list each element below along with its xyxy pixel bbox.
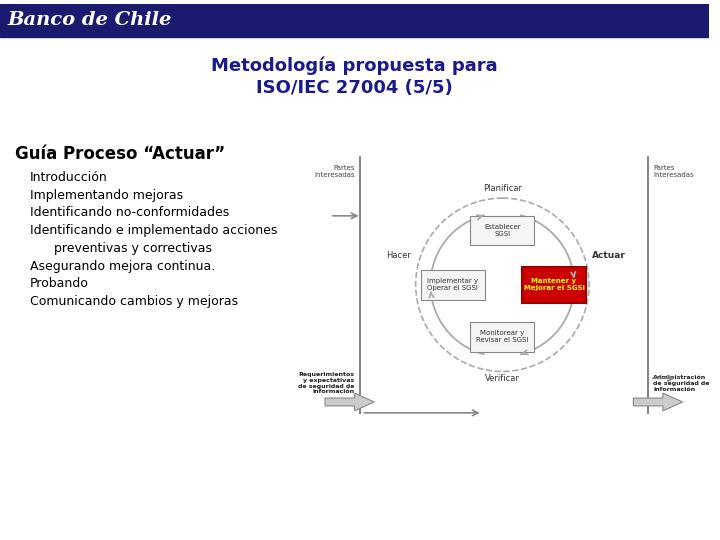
Text: Identificando e implementado acciones: Identificando e implementado acciones — [30, 224, 277, 237]
Bar — [522, 267, 586, 302]
Text: Comunicando cambios y mejoras: Comunicando cambios y mejoras — [30, 295, 238, 308]
Text: Establecer
SGSI: Establecer SGSI — [484, 224, 521, 237]
Text: Identificando no-conformidades: Identificando no-conformidades — [30, 206, 229, 219]
Text: Introducción: Introducción — [30, 171, 107, 184]
Text: preventivas y correctivas: preventivas y correctivas — [30, 242, 212, 255]
Text: Verificar: Verificar — [485, 374, 520, 383]
Polygon shape — [634, 393, 683, 411]
Bar — [470, 216, 534, 245]
Text: Asegurando mejora continua.: Asegurando mejora continua. — [30, 260, 215, 273]
Text: Partes
Interesadas: Partes Interesadas — [314, 165, 354, 178]
Text: Monitorear y
Revisar el SGSI: Monitorear y Revisar el SGSI — [476, 330, 528, 343]
Text: Administración
de seguridad de
información: Administración de seguridad de informaci… — [653, 375, 709, 392]
Text: Implementando mejoras: Implementando mejoras — [30, 188, 183, 201]
Text: Hacer: Hacer — [386, 251, 410, 260]
Bar — [470, 322, 534, 352]
Text: Implementar y
Operar el SGSI: Implementar y Operar el SGSI — [427, 278, 478, 291]
Text: ISO/IEC 27004 (5/5): ISO/IEC 27004 (5/5) — [256, 79, 453, 97]
Bar — [420, 270, 485, 300]
Text: Mantener y
Mejorar el SGSI: Mantener y Mejorar el SGSI — [523, 278, 585, 291]
Text: Requerimientos
y expectativas
de seguridad de
información: Requerimientos y expectativas de segurid… — [298, 372, 354, 395]
Text: Planificar: Planificar — [483, 184, 522, 193]
Text: Metodología propuesta para: Metodología propuesta para — [211, 57, 498, 76]
Text: Banco de Chile: Banco de Chile — [8, 11, 172, 29]
Bar — [0, 4, 709, 37]
Text: Partes
Interesadas: Partes Interesadas — [653, 165, 693, 178]
Text: Probando: Probando — [30, 277, 89, 291]
Text: Guía Proceso “Actuar”: Guía Proceso “Actuar” — [15, 145, 225, 163]
Text: Actuar: Actuar — [592, 251, 626, 260]
Polygon shape — [325, 393, 374, 411]
